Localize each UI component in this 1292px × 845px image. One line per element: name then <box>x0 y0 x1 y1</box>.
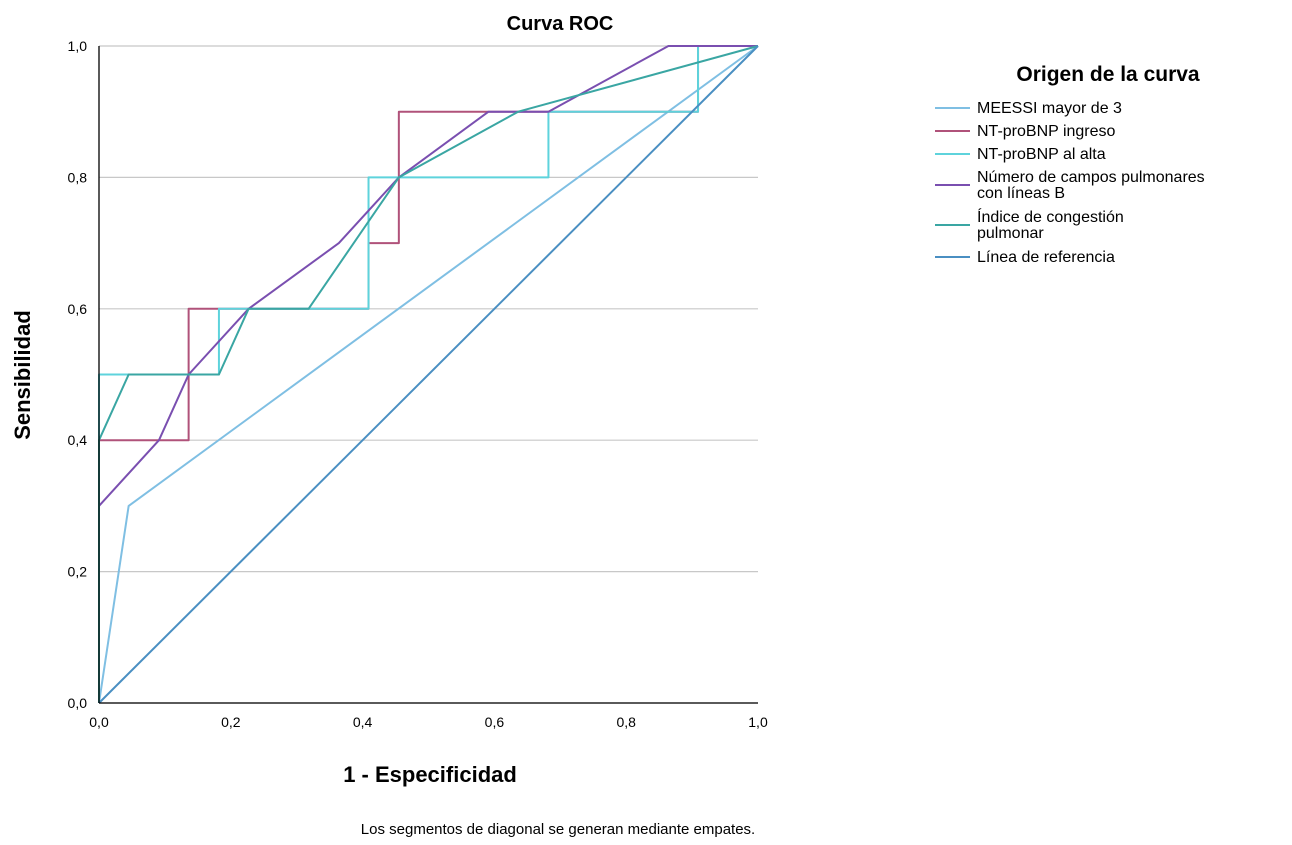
x-tick-label: 1,0 <box>748 714 768 730</box>
x-tick-label: 0,8 <box>616 714 636 730</box>
legend-label: NT-proBNP ingreso <box>977 123 1116 140</box>
x-tick-label: 0,4 <box>353 714 373 730</box>
x-tick-label: 0,0 <box>89 714 109 730</box>
footnote: Los segmentos de diagonal se generan med… <box>361 821 755 838</box>
x-tick-labels: 0,0 0,2 0,4 0,6 0,8 1,0 <box>89 714 768 730</box>
x-tick-label: 0,6 <box>485 714 505 730</box>
y-tick-label: 0,6 <box>68 301 88 317</box>
legend: Origen de la curva MEESSI mayor de 3 NT-p… <box>935 63 1205 266</box>
legend-label: MEESSI mayor de 3 <box>977 100 1122 117</box>
legend-label: Número de campos pulmonares con líneas B <box>977 169 1205 202</box>
series-lines <box>98 45 759 704</box>
y-tick-label: 0,8 <box>68 169 88 185</box>
y-axis-title: Sensibilidad <box>10 310 35 440</box>
series-line-4 <box>98 45 759 703</box>
x-tick-label: 0,2 <box>221 714 241 730</box>
y-tick-labels: 0,0 0,2 0,4 0,6 0,8 1,0 <box>68 38 88 711</box>
axes <box>98 46 758 704</box>
y-tick-label: 0,4 <box>68 432 88 448</box>
legend-title: Origen de la curva <box>1016 63 1200 86</box>
legend-label: NT-proBNP al alta <box>977 146 1106 163</box>
legend-label: Índice de congestión pulmonar <box>977 207 1124 242</box>
x-axis-title: 1 - Especificidad <box>343 762 517 787</box>
series-line-0 <box>98 45 759 704</box>
y-tick-label: 0,2 <box>68 564 88 580</box>
series-line-5 <box>98 45 759 704</box>
series-line-3 <box>98 45 758 703</box>
y-tick-label: 1,0 <box>68 38 88 54</box>
y-tick-label: 0,0 <box>68 695 88 711</box>
legend-label: Línea de referencia <box>977 249 1115 266</box>
chart-title: Curva ROC <box>507 13 614 35</box>
